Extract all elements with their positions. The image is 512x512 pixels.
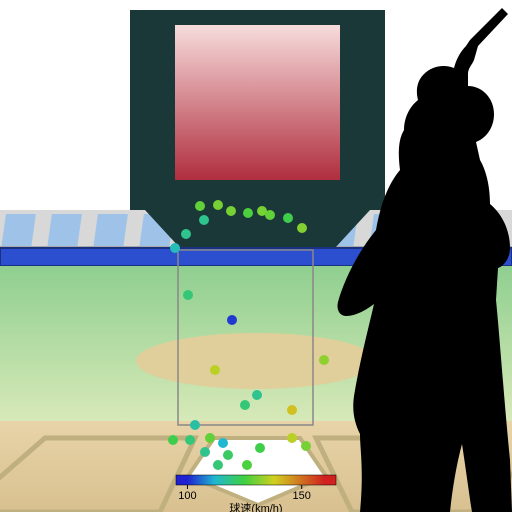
stand-window bbox=[47, 214, 81, 246]
pitch-dot bbox=[190, 420, 200, 430]
pitch-dot bbox=[181, 229, 191, 239]
stand-window bbox=[1, 214, 35, 246]
pitch-dot bbox=[213, 200, 223, 210]
pitch-dot bbox=[243, 208, 253, 218]
pitch-dot bbox=[226, 206, 236, 216]
pitch-dot bbox=[240, 400, 250, 410]
colorbar bbox=[176, 475, 336, 485]
pitch-dot bbox=[255, 443, 265, 453]
pitch-dot bbox=[183, 290, 193, 300]
pitch-dot bbox=[297, 223, 307, 233]
pitch-dot bbox=[283, 213, 293, 223]
infield-circle bbox=[136, 333, 376, 389]
scoreboard-base bbox=[145, 210, 370, 248]
pitch-chart-stage: 100 150 球速(km/h) bbox=[0, 0, 512, 512]
colorbar-tick-label: 150 bbox=[293, 490, 311, 502]
pitch-dot bbox=[319, 355, 329, 365]
pitch-dot bbox=[242, 460, 252, 470]
pitch-dot bbox=[210, 365, 220, 375]
pitch-dot bbox=[287, 433, 297, 443]
colorbar-tick-label: 100 bbox=[178, 490, 196, 502]
pitch-dot bbox=[218, 438, 228, 448]
scoreboard-screen bbox=[175, 25, 340, 180]
stand-window bbox=[93, 214, 127, 246]
pitch-dot bbox=[170, 243, 180, 253]
pitch-dot bbox=[265, 210, 275, 220]
pitch-dot bbox=[185, 435, 195, 445]
pitch-dot bbox=[252, 390, 262, 400]
pitch-dot bbox=[301, 441, 311, 451]
pitch-dot bbox=[195, 201, 205, 211]
pitch-dot bbox=[200, 447, 210, 457]
pitch-dot bbox=[205, 433, 215, 443]
chart-canvas: 100 150 球速(km/h) bbox=[0, 0, 512, 512]
colorbar-label: 球速(km/h) bbox=[229, 501, 282, 512]
pitch-dot bbox=[213, 460, 223, 470]
pitch-dot bbox=[168, 435, 178, 445]
pitch-dot bbox=[287, 405, 297, 415]
pitch-dot bbox=[199, 215, 209, 225]
pitch-dot bbox=[227, 315, 237, 325]
pitch-dot bbox=[223, 450, 233, 460]
